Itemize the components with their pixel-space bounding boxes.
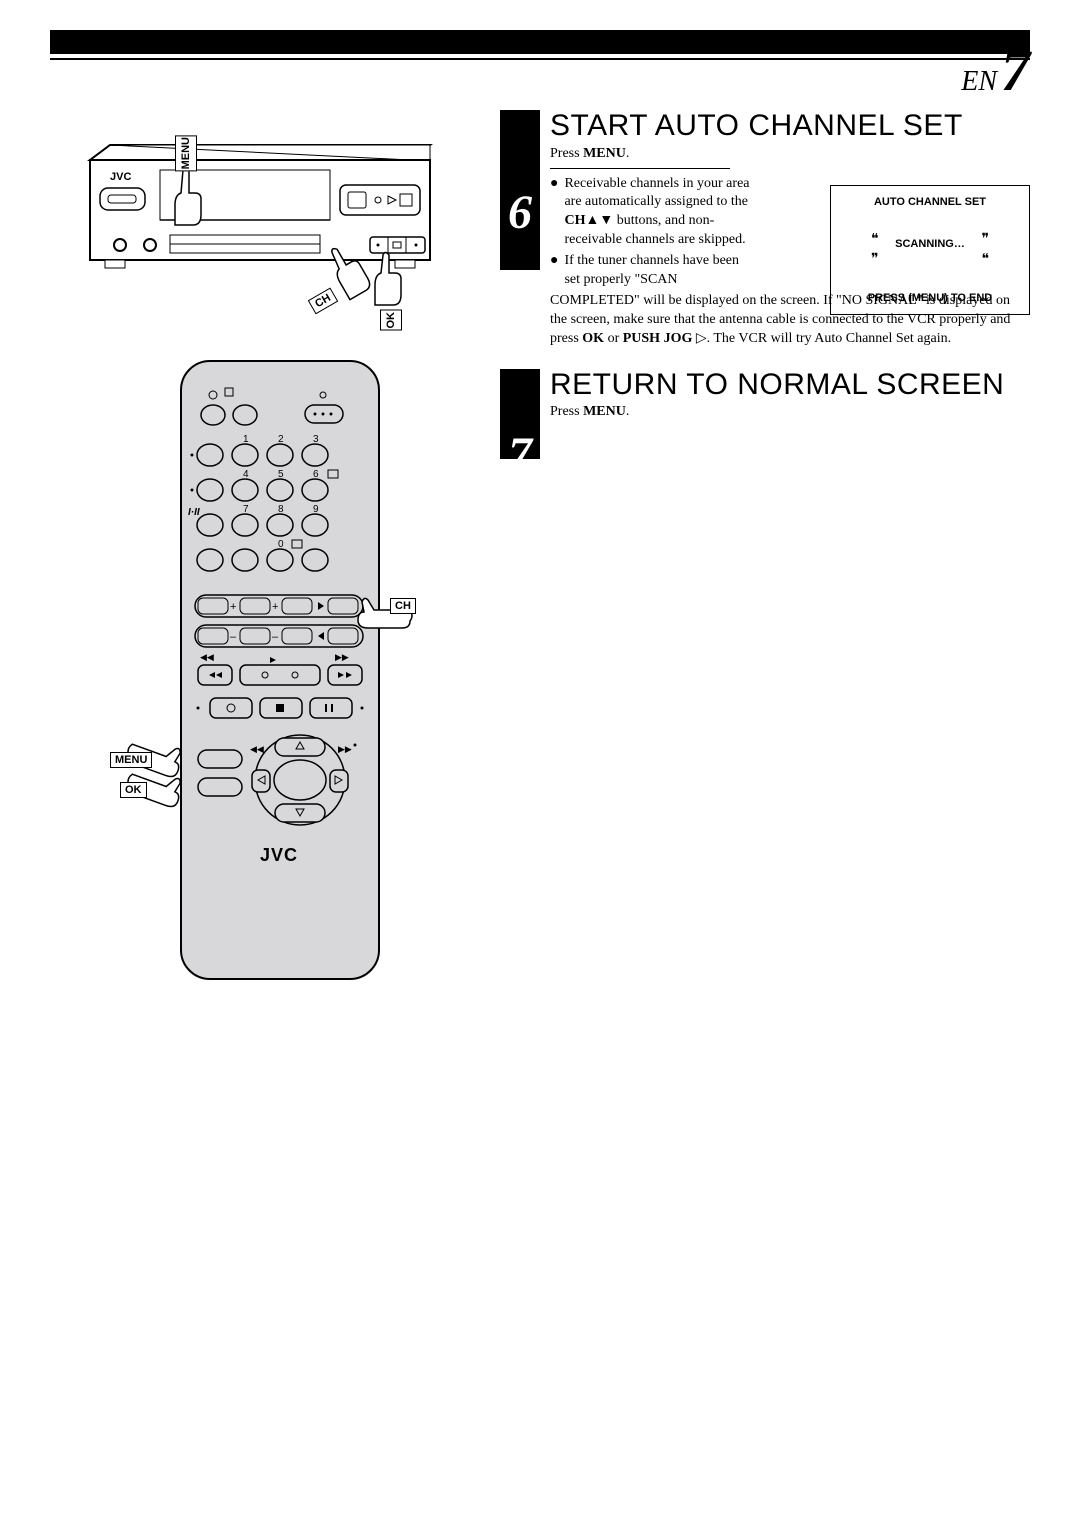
remote-svg: 1 2 3 4 5 6	[70, 360, 450, 1000]
step-7: 7 RETURN TO NORMAL SCREEN Press MENU.	[500, 369, 1030, 421]
vcr-illustration: JVC	[70, 110, 450, 340]
page-number: EN 7	[961, 48, 1030, 98]
svg-text:–: –	[230, 631, 237, 643]
cont-b: OK	[582, 331, 604, 346]
step-7-press-bold: MENU	[583, 404, 626, 419]
svg-text:◀◀: ◀◀	[250, 744, 264, 754]
step-6-press-bold: MENU	[583, 146, 626, 161]
svg-text:◀◀: ◀◀	[200, 652, 214, 662]
header-rule	[50, 58, 1030, 60]
vcr-menu-label: MENU	[175, 135, 197, 171]
step-7-press-suffix: .	[626, 404, 630, 419]
bullet1-a: Receivable channels in your area are aut…	[564, 176, 749, 210]
bullet2-a: If the tuner channels have been set prop…	[564, 252, 750, 290]
step-6: 6 START AUTO CHANNEL SET Press MENU. ● R…	[500, 110, 1030, 349]
remote-brand: JVC	[260, 845, 298, 866]
manual-page: EN 7 JVC	[0, 0, 1080, 1030]
cont-e: ▷. The VCR will try Auto Channel Set aga…	[692, 331, 951, 346]
svg-text:1: 1	[243, 434, 249, 445]
screen-scanning: ❝ ❞ SCANNING… ❞ ❝	[831, 238, 1029, 250]
bullet1-b: CH	[564, 213, 585, 228]
scanning-text: SCANNING…	[895, 238, 965, 250]
svg-text:0: 0	[278, 539, 284, 550]
left-column: JVC	[50, 110, 470, 1000]
svg-text:+: +	[230, 601, 236, 613]
step-7-press: Press MENU.	[550, 404, 1030, 420]
svg-text:4: 4	[243, 469, 249, 480]
right-column: 6 START AUTO CHANNEL SET Press MENU. ● R…	[500, 110, 1030, 1000]
svg-text:7: 7	[243, 504, 249, 515]
svg-text:▶▶: ▶▶	[335, 652, 349, 662]
cont-d: PUSH JOG	[623, 331, 693, 346]
step-6-title: START AUTO CHANNEL SET	[550, 110, 1030, 142]
svg-text:JVC: JVC	[110, 171, 131, 183]
step-6-press-suffix: .	[626, 146, 630, 161]
svg-text:5: 5	[278, 469, 284, 480]
step-7-press-prefix: Press	[550, 404, 583, 419]
svg-text:3: 3	[313, 434, 319, 445]
svg-text:I·II: I·II	[188, 507, 200, 518]
vcr-svg: JVC	[70, 110, 450, 340]
svg-text:+: +	[272, 601, 278, 613]
page-num-digit: 7	[1001, 38, 1030, 103]
ch-arrows-icon: ▲▼	[585, 213, 613, 228]
step-7-number: 7	[500, 427, 540, 482]
step-7-title: RETURN TO NORMAL SCREEN	[550, 369, 1030, 401]
svg-text:▶▶: ▶▶	[338, 744, 352, 754]
lang-label: EN	[961, 66, 997, 97]
remote-menu-label: MENU	[110, 752, 152, 768]
screen-box: AUTO CHANNEL SET ❝ ❞ SCANNING… ❞ ❝ PRESS…	[830, 185, 1030, 315]
svg-text:6: 6	[313, 469, 319, 480]
step-6-number: 6	[500, 185, 540, 240]
svg-text:8: 8	[278, 504, 284, 515]
cont-c: or	[604, 331, 623, 346]
step-6-bullets: ● Receivable channels in your area are a…	[550, 175, 750, 290]
header-black-bar	[50, 30, 1030, 54]
screen-title: AUTO CHANNEL SET	[831, 196, 1029, 208]
remote-ch-label: CH	[390, 598, 416, 614]
step-6-divider	[550, 168, 730, 169]
step-6-bullet-2: ● If the tuner channels have been set pr…	[550, 252, 750, 290]
content-columns: JVC	[50, 110, 1030, 1000]
screen-footer: PRESS (MENU) TO END	[831, 292, 1029, 304]
remote-ok-label: OK	[120, 782, 147, 798]
svg-text:9: 9	[313, 504, 319, 515]
remote-illustration: 1 2 3 4 5 6	[70, 360, 450, 1000]
vcr-ok-label: OK	[380, 310, 402, 331]
svg-text:2: 2	[278, 434, 284, 445]
step-6-press: Press MENU.	[550, 146, 1030, 162]
svg-text:–: –	[272, 631, 279, 643]
step-6-bullet-1: ● Receivable channels in your area are a…	[550, 175, 750, 251]
step-6-press-prefix: Press	[550, 146, 583, 161]
